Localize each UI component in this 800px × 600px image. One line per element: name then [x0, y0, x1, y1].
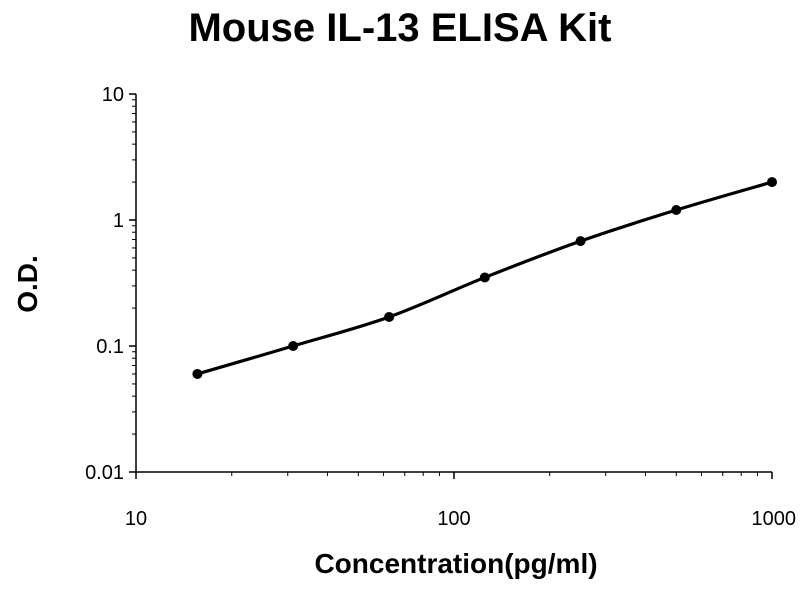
- data-point: [479, 272, 490, 283]
- x-tick-label: 100: [437, 508, 470, 530]
- y-tick-label: 0.01: [85, 462, 124, 484]
- data-point: [384, 311, 395, 322]
- data-point: [192, 368, 203, 379]
- x-tick-label: 10: [125, 508, 147, 530]
- data-point: [575, 236, 586, 247]
- x-axis-label: Concentration(pg/ml): [314, 548, 598, 579]
- y-tick-label: 10: [102, 84, 124, 106]
- data-point: [671, 205, 682, 216]
- chart-title: Mouse IL-13 ELISA Kit: [188, 6, 612, 50]
- x-tick-label: 1000: [752, 508, 797, 530]
- y-tick-label: 1: [113, 210, 124, 232]
- data-point: [288, 341, 299, 351]
- data-point: [767, 177, 777, 188]
- y-tick-label: 0.1: [96, 336, 124, 358]
